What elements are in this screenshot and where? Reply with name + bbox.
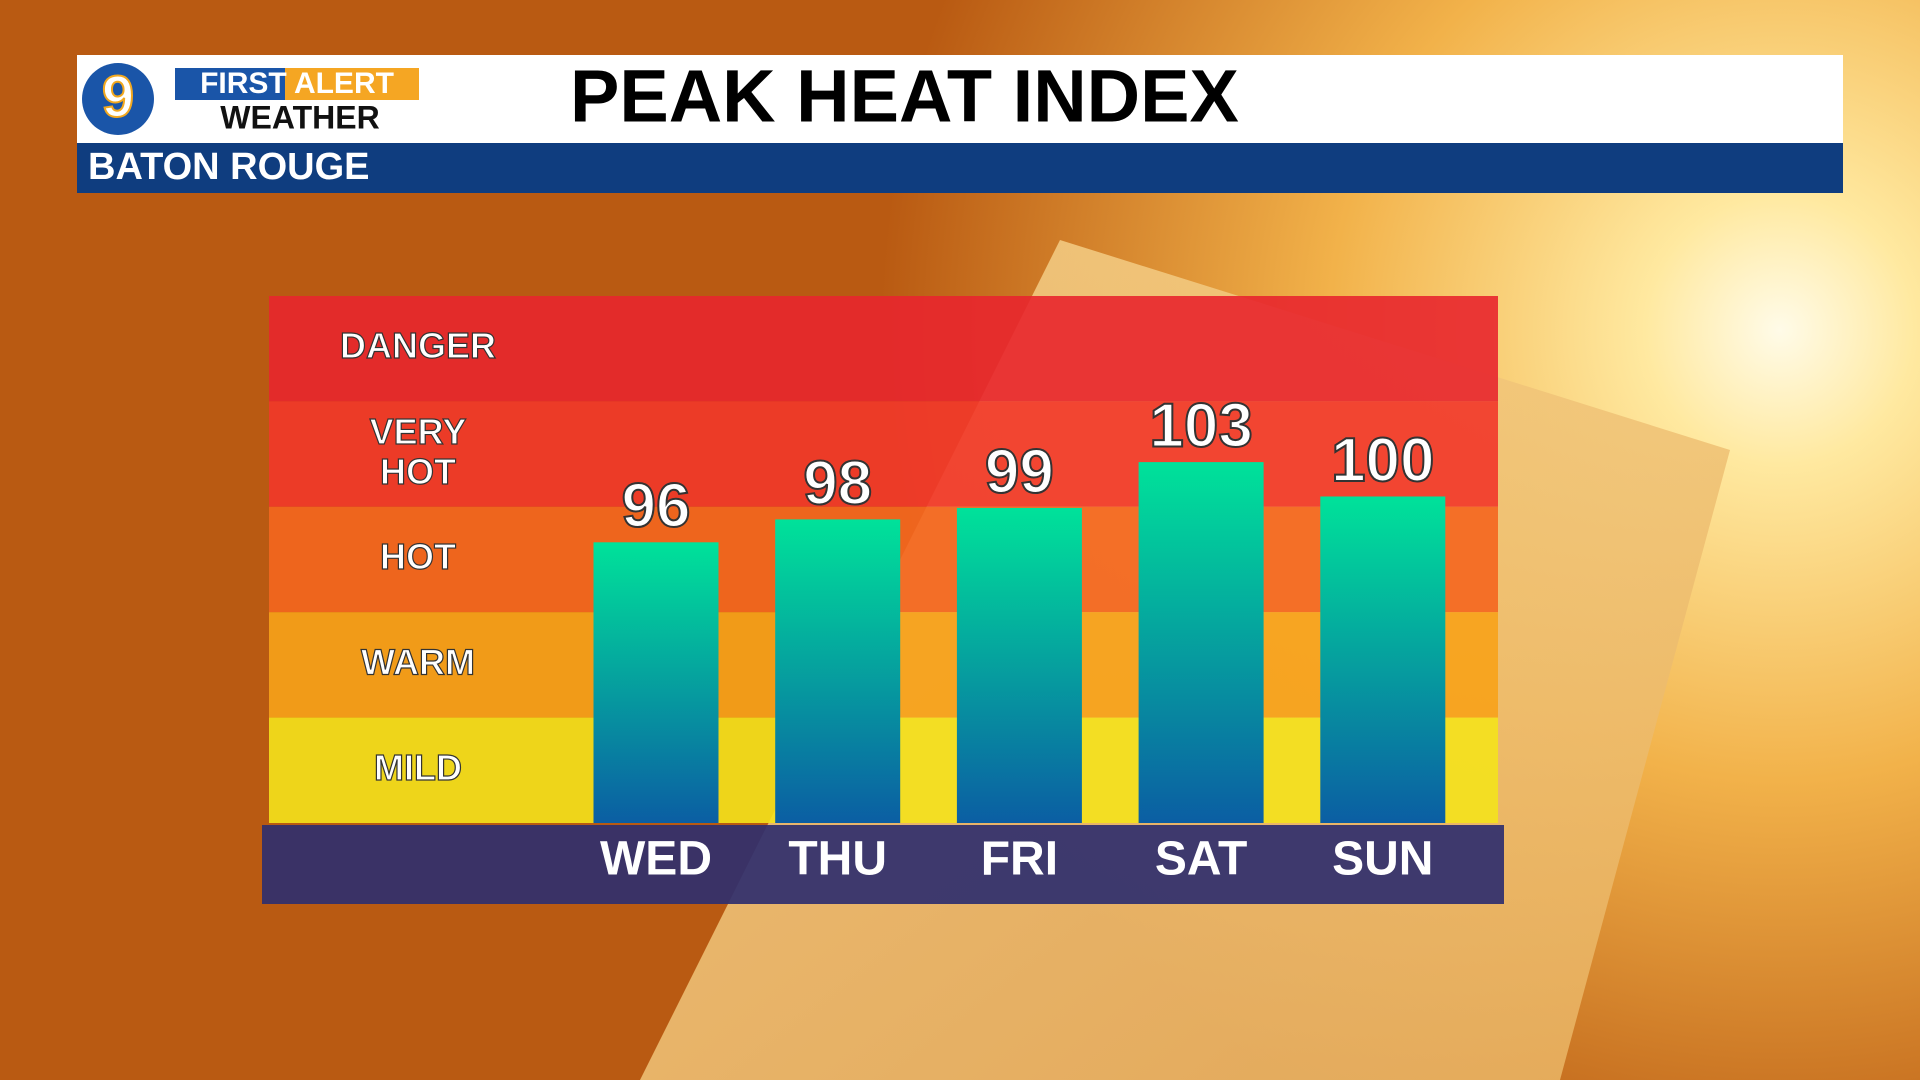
x-tick-label: SUN (1332, 833, 1433, 886)
band-label: VERY HOT (370, 411, 467, 492)
heat-band (269, 296, 1498, 402)
bar (956, 507, 1082, 823)
band-label: HOT (380, 536, 456, 577)
value-label: 100 (1331, 426, 1434, 495)
x-tick-label: THU (788, 833, 887, 886)
band-label: DANGER (340, 325, 496, 366)
x-tick-label: SAT (1155, 833, 1247, 886)
logo-number: 9 (102, 64, 134, 129)
bar (1138, 462, 1264, 823)
logo-line1: FIRST ALERT (200, 67, 394, 100)
x-tick-label: WED (600, 833, 712, 886)
bar (775, 519, 901, 823)
logo-badge-left (175, 68, 285, 100)
chart-title: PEAK HEAT INDEX (570, 55, 1239, 138)
category-bar (262, 825, 1504, 904)
x-tick-label: FRI (981, 833, 1058, 886)
value-label: 99 (985, 437, 1054, 506)
band-label: MILD (374, 747, 462, 788)
bars: 96 WED 98 THU 99 FRI 103 SAT 100 SUN (593, 390, 1446, 886)
value-label: 96 (622, 472, 691, 541)
logo-circle (82, 63, 154, 135)
value-label: 103 (1149, 391, 1252, 460)
bar (593, 542, 719, 823)
logo-line2: WEATHER (220, 99, 379, 135)
location-bar (77, 143, 1843, 193)
location: BATON ROUGE (88, 146, 370, 188)
heat-band (269, 401, 1498, 507)
band-label: WARM (361, 641, 475, 682)
bar (1320, 496, 1446, 823)
value-label: 98 (803, 449, 872, 518)
